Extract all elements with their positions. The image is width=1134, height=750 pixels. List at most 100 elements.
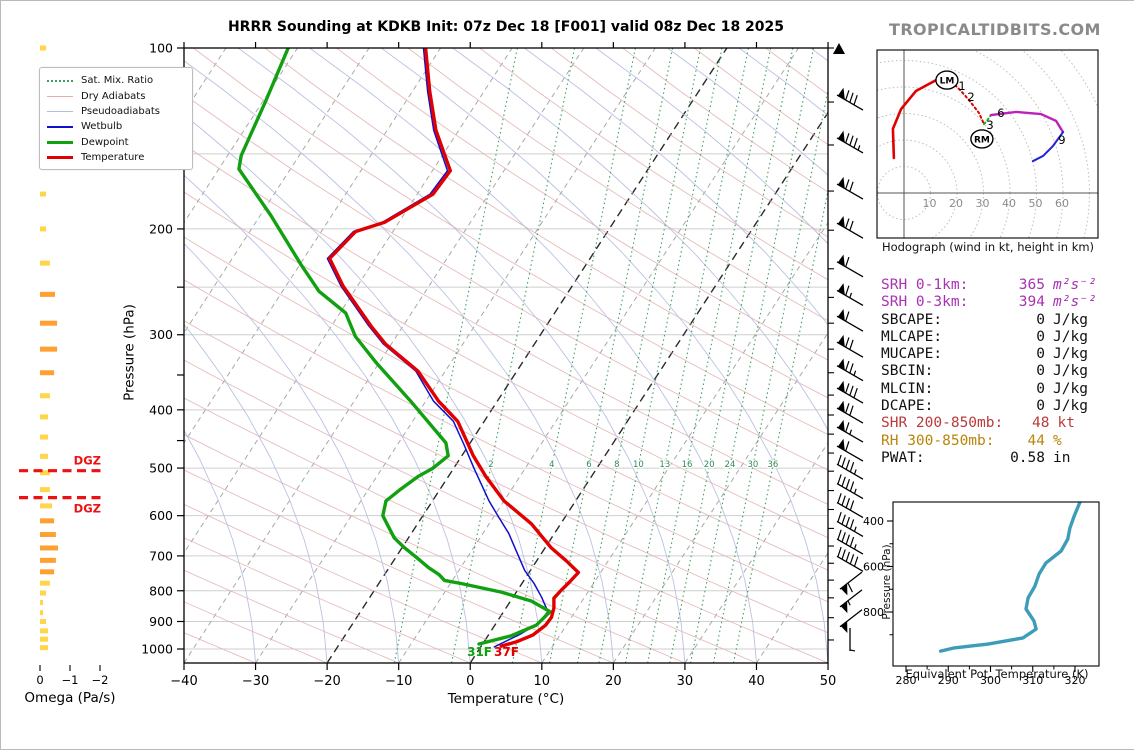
hodograph-caption: Hodograph (wind in kt, height in km) xyxy=(847,240,1129,254)
omega-bar xyxy=(40,558,56,563)
temperature-tick-label: 30 xyxy=(677,674,694,689)
mixing-ratio-line xyxy=(713,48,836,663)
wind-barb xyxy=(837,439,863,461)
temperature-tick-label: −30 xyxy=(242,674,269,689)
dewpoint-swatch-icon xyxy=(47,141,73,144)
wind-barb xyxy=(837,255,863,277)
legend-label: Dewpoint xyxy=(81,137,129,148)
pressure-tick-label: 400 xyxy=(149,402,173,417)
pressure-tick-label: 900 xyxy=(149,614,173,629)
wind-barb xyxy=(837,401,863,423)
thetae-plot-area xyxy=(941,502,1081,651)
skewt-y-axis-title: Pressure (hPa) xyxy=(122,273,139,433)
wind-barb xyxy=(837,283,863,305)
mixing-ratio-label: 10 xyxy=(633,460,644,470)
omega-bar xyxy=(40,435,48,440)
omega-bar xyxy=(40,532,56,537)
temperature-tick-label: 0 xyxy=(466,674,474,689)
omega-bar xyxy=(40,347,57,352)
temperature-tick-label: 10 xyxy=(534,674,551,689)
wind-barb xyxy=(837,216,863,238)
hodograph-ring-label: 30 xyxy=(976,197,990,210)
mixing-ratio-line xyxy=(670,48,793,663)
omega-tick-label: −1 xyxy=(62,673,79,687)
pressure-tick-label: 700 xyxy=(149,548,173,563)
legend-item-pseudoadiabats: Pseudoadiabats xyxy=(47,104,185,119)
mixing-ratio-line xyxy=(599,48,722,663)
legend-item-dewpoint: Dewpoint xyxy=(47,135,185,150)
omega-bar xyxy=(40,645,48,650)
omega-bar xyxy=(40,261,50,266)
omega-bar xyxy=(40,226,46,231)
pressure-tick-label: 800 xyxy=(149,583,173,598)
mixing-ratio-line xyxy=(577,48,700,663)
legend-item-wetbulb: Wetbulb xyxy=(47,119,185,134)
mixing-ratio-line xyxy=(733,48,856,663)
stat-row-rh: RH 300-850mb:44% xyxy=(881,433,1113,450)
mixing-ratio-label: 20 xyxy=(704,460,715,470)
mixing-ratio-line xyxy=(648,48,771,663)
hodograph-marker-label: LM xyxy=(940,77,955,87)
omega-bar xyxy=(40,292,55,297)
hodograph-height-label: 3 xyxy=(986,118,993,132)
legend-item-dry-adiabats: Dry Adiabats xyxy=(47,88,185,103)
wind-barb xyxy=(837,177,863,199)
mixing-ratio-line xyxy=(452,48,575,663)
omega-bar xyxy=(40,610,43,615)
temperature-tick-label: −40 xyxy=(170,674,197,689)
dry-adiabats-swatch-icon xyxy=(47,96,73,97)
hodograph-height-label: 9 xyxy=(1058,133,1065,147)
omega-bar xyxy=(40,591,46,596)
legend-label: Wetbulb xyxy=(81,121,122,132)
legend-label: Sat. Mix. Ratio xyxy=(81,75,153,86)
isotherm-highlight-line xyxy=(327,48,727,663)
legend-label: Pseudoadiabats xyxy=(81,106,160,117)
omega-axis-title: Omega (Pa/s) xyxy=(9,690,131,706)
temperature-tick-label: 50 xyxy=(820,674,837,689)
dgz-label: DGZ xyxy=(74,454,101,468)
wind-barb xyxy=(840,590,862,613)
temperature-tick-label: 20 xyxy=(605,674,622,689)
omega-bar xyxy=(40,545,58,550)
dgz-label: DGZ xyxy=(74,502,101,516)
hodograph-height-label: 2 xyxy=(967,90,974,104)
mixing-ratio-label: 6 xyxy=(586,460,591,470)
isotherm-line xyxy=(399,48,799,663)
skewt-legend: Sat. Mix. Ratio Dry Adiabats Pseudoadiab… xyxy=(39,67,193,170)
wind-barb xyxy=(840,610,862,633)
wind-barb xyxy=(837,335,863,357)
hodograph-ring-label: 10 xyxy=(923,197,937,210)
omega-bar xyxy=(40,503,52,508)
pressure-tick-label: 1000 xyxy=(141,642,173,657)
omega-bar xyxy=(40,414,48,419)
wind-barb xyxy=(837,381,863,403)
sat-mix-ratio-swatch-icon xyxy=(47,80,73,82)
omega-bar xyxy=(40,321,57,326)
page-title: HRRR Sounding at KDKB Init: 07z Dec 18 [… xyxy=(161,19,851,35)
legend-item-temperature: Temperature xyxy=(47,150,185,165)
omega-tick-label: −2 xyxy=(92,673,109,687)
temperature-tick-label: 40 xyxy=(748,674,765,689)
mixing-ratio-label: 4 xyxy=(549,460,554,470)
omega-bar xyxy=(40,192,46,197)
wind-barb-column xyxy=(828,43,863,651)
legend-label: Temperature xyxy=(81,152,144,163)
omega-bar xyxy=(40,569,54,574)
temperature-tick-label: −20 xyxy=(313,674,340,689)
wind-barb xyxy=(837,131,863,153)
mixing-ratio-label: 30 xyxy=(747,460,758,470)
surface-dewpoint-label: 31F xyxy=(467,645,492,659)
hodograph-height-label: 1 xyxy=(958,79,965,93)
mixing-ratio-line xyxy=(550,48,673,663)
mixing-ratio-label: 8 xyxy=(614,460,619,470)
pressure-tick-label: 100 xyxy=(149,41,173,56)
